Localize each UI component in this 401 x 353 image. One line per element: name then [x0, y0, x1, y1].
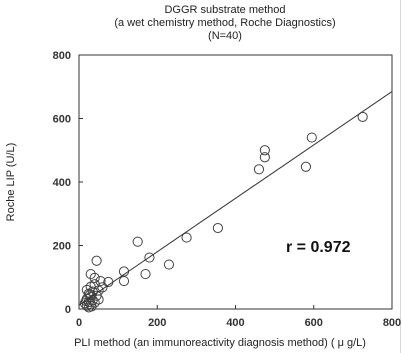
y-axis-ticks: 0 200 400 600 800 — [53, 50, 83, 316]
data-point — [91, 255, 102, 266]
data-point — [86, 301, 97, 312]
x-tick-label: 200 — [148, 317, 166, 329]
y-tick-label: 400 — [53, 177, 71, 189]
chart-title-line-3: (N=40) — [208, 30, 242, 42]
regression-line — [78, 91, 393, 306]
data-point — [79, 298, 90, 309]
y-tick-label: 600 — [53, 114, 71, 126]
data-point — [89, 272, 100, 283]
data-point — [181, 232, 192, 243]
data-point — [259, 145, 270, 156]
data-point — [132, 236, 143, 247]
x-axis-ticks: 0 200 400 600 800 — [76, 305, 401, 329]
r-value-annotation: r = 0.972 — [286, 239, 351, 256]
y-tick-label: 200 — [53, 241, 71, 253]
data-point — [85, 268, 96, 280]
y-tick-label: 800 — [53, 50, 71, 62]
chart-title-line-2: (a wet chemistry method, Roche Diagnosti… — [114, 17, 336, 29]
plot-area — [78, 54, 393, 310]
data-point — [300, 161, 312, 172]
data-point — [306, 132, 317, 143]
data-point — [93, 294, 104, 305]
data-point — [357, 111, 368, 123]
data-point — [259, 152, 270, 163]
data-point — [144, 252, 155, 263]
x-tick-label: 0 — [76, 317, 82, 329]
y-tick-label: 0 — [65, 304, 71, 316]
x-tick-label: 800 — [383, 317, 401, 329]
data-point — [253, 164, 265, 175]
data-point — [212, 222, 223, 234]
data-point — [163, 259, 175, 270]
chart-title-line-1: DGGR substrate method — [164, 4, 286, 16]
data-point — [140, 268, 151, 280]
regression-line-group — [78, 91, 393, 306]
data-point — [95, 275, 106, 287]
chart-title: DGGR substrate method (a wet chemistry m… — [70, 4, 380, 43]
data-point — [118, 275, 130, 287]
data-point — [80, 295, 92, 307]
y-axis-title: Roche LIP (U/L) — [5, 143, 17, 222]
x-axis-title: PLI method (an immunoreactivity diagnosi… — [74, 337, 366, 349]
data-point — [97, 282, 108, 293]
x-tick-label: 600 — [305, 317, 323, 329]
x-tick-label: 400 — [226, 317, 244, 329]
